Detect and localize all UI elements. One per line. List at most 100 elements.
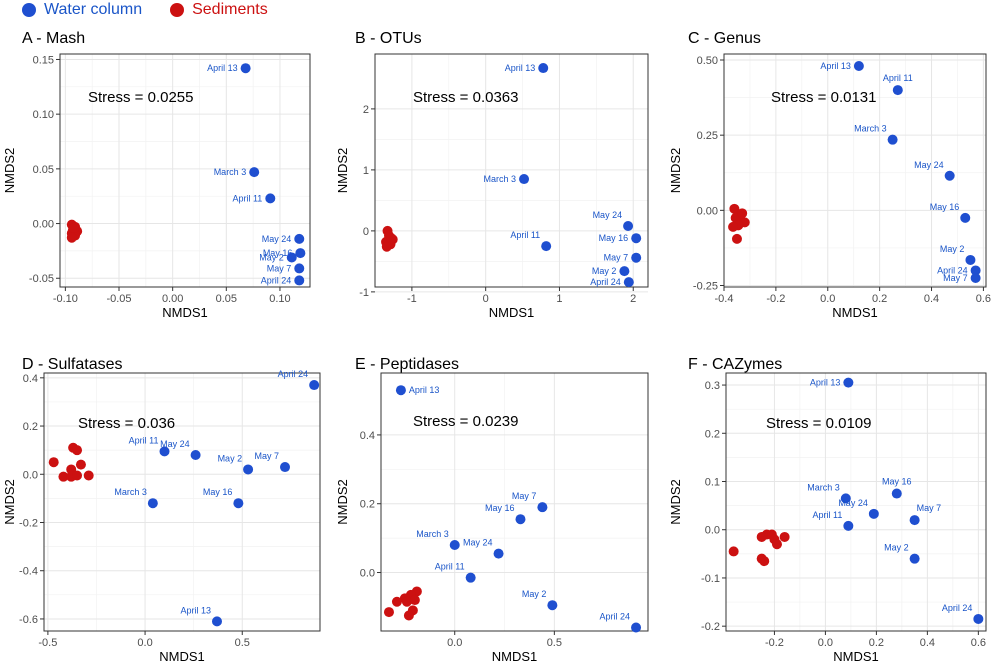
water-point-label: May 16 xyxy=(882,477,912,487)
water-point-may-24 xyxy=(944,170,955,181)
water-point-label: May 2 xyxy=(592,266,617,276)
sediments-swatch xyxy=(170,3,185,17)
x-tick-label: 1 xyxy=(556,293,562,305)
water-point-label: April 24 xyxy=(942,603,973,613)
x-tick-label: -0.05 xyxy=(106,293,131,305)
panel-a-mash-chart: A - Mash -0.10 -0.05 0.00 0.05 0.10 -0.05 0.00 0… xyxy=(2,30,311,320)
y-axis-title: NMDS2 xyxy=(2,148,17,194)
water-point-may-24 xyxy=(493,548,504,559)
water-point-label: April 24 xyxy=(590,277,621,287)
water-point-label: May 16 xyxy=(263,248,293,258)
plot-frame xyxy=(59,53,311,288)
x-tick-label: -0.4 xyxy=(715,293,734,305)
x-axis-title: NMDS1 xyxy=(832,305,878,320)
x-tick-label: -0.10 xyxy=(53,293,78,305)
water-point-label: April 13 xyxy=(505,63,536,73)
water-point-label: May 7 xyxy=(267,263,292,273)
y-tick-label: 0.1 xyxy=(705,477,720,489)
water-point-label: May 7 xyxy=(917,503,942,513)
plot-frame xyxy=(43,372,321,632)
water-point-label: May 7 xyxy=(943,273,968,283)
y-tick-label: 0.25 xyxy=(697,130,718,142)
water-point-label: May 7 xyxy=(604,253,629,263)
legend-item-sediments: Sediments xyxy=(170,1,268,19)
x-tick-label: 0.0 xyxy=(447,637,462,649)
water-column-swatch xyxy=(22,3,36,17)
water-point-march-3 xyxy=(887,134,898,145)
y-tick-label: 0.0 xyxy=(23,469,38,481)
x-tick-label: -1 xyxy=(407,293,417,305)
water-point-label: March 3 xyxy=(114,487,147,497)
y-tick-label: 0.50 xyxy=(697,55,718,67)
panel-title: E - Peptidases xyxy=(355,356,459,373)
y-tick-label: 1 xyxy=(363,165,369,177)
water-point-label: March 3 xyxy=(807,482,840,492)
y-tick-label: 0.0 xyxy=(360,568,375,580)
water-column-legend-label: Water column xyxy=(44,1,143,18)
water-point-label: May 2 xyxy=(218,453,243,463)
water-point-may-16 xyxy=(295,248,306,259)
x-tick-label: 0.6 xyxy=(976,293,991,305)
water-point-april-13 xyxy=(211,616,222,627)
sediment-point xyxy=(771,539,782,550)
water-point-label: May 24 xyxy=(463,538,493,548)
water-point-label: April 13 xyxy=(207,63,238,73)
water-point-label: May 16 xyxy=(485,503,515,513)
x-tick-label: 2 xyxy=(630,293,636,305)
water-point-label: April 13 xyxy=(409,385,440,395)
y-tick-label: -0.05 xyxy=(29,273,54,285)
panel-b-otus-chart: B - OTUs -1 0 1 2 -1 0 1 2 NMDS1 NMDS2 Stress = 0.0… xyxy=(335,30,649,320)
water-point-label: May 7 xyxy=(254,451,279,461)
water-point-may-7 xyxy=(970,272,981,283)
water-point-label: May 16 xyxy=(930,202,960,212)
water-point-may-7 xyxy=(280,462,291,473)
water-point-april-24 xyxy=(294,275,305,286)
plot-frame xyxy=(374,53,649,288)
sediment-point xyxy=(66,232,77,243)
water-point-label: April 11 xyxy=(883,73,913,83)
water-point-label: May 7 xyxy=(512,491,537,501)
water-point-may-16 xyxy=(631,233,642,244)
stress-annotation: Stress = 0.0363 xyxy=(413,89,518,106)
panel-title: B - OTUs xyxy=(355,30,422,47)
water-point-april-24 xyxy=(631,622,642,633)
water-point-may-16 xyxy=(233,498,244,509)
water-point-label: May 2 xyxy=(259,252,284,262)
water-point-may-7 xyxy=(294,263,305,274)
sediment-point xyxy=(759,556,770,567)
water-point-may-2 xyxy=(547,600,558,611)
panel-title: A - Mash xyxy=(22,30,85,47)
sediment-point xyxy=(58,471,69,482)
water-point-april-11 xyxy=(265,193,276,204)
water-point-label: April 13 xyxy=(810,378,841,388)
y-tick-label: 0.2 xyxy=(23,421,38,433)
water-point-may-7 xyxy=(537,502,548,513)
water-point-may-2 xyxy=(286,252,297,263)
y-axis-title: NMDS2 xyxy=(668,479,683,525)
water-point-april-13 xyxy=(395,385,406,396)
x-axis-title: NMDS1 xyxy=(492,649,538,664)
water-point-march-3 xyxy=(519,174,530,185)
sediment-point xyxy=(386,233,397,244)
water-point-label: May 24 xyxy=(160,439,190,449)
water-point-label: April 11 xyxy=(510,230,540,240)
x-tick-label: 0.5 xyxy=(235,637,250,649)
sediments-legend-label: Sediments xyxy=(192,1,268,18)
y-axis-title: NMDS2 xyxy=(2,479,17,525)
sediment-point xyxy=(72,470,83,481)
sediment-point xyxy=(729,203,740,214)
x-tick-label: 0.05 xyxy=(216,293,237,305)
plot-frame xyxy=(380,372,649,632)
stress-annotation: Stress = 0.0109 xyxy=(766,415,871,432)
water-point-label: April 11 xyxy=(812,510,842,520)
water-point-april-24 xyxy=(309,380,320,391)
water-point-may-24 xyxy=(294,233,305,244)
x-tick-label: 0.5 xyxy=(547,637,562,649)
x-tick-label: 0.2 xyxy=(869,637,884,649)
y-tick-label: 0.00 xyxy=(33,219,54,231)
water-point-label: March 3 xyxy=(214,167,247,177)
panel-e-peptidases-chart: E - Peptidases 0.0 0.5 0.0 0.2 0.4 NMDS1 NMDS2 S… xyxy=(335,356,649,664)
sediment-point xyxy=(75,459,86,470)
y-tick-label: 0.05 xyxy=(33,164,54,176)
y-tick-label: 0.10 xyxy=(33,109,54,121)
